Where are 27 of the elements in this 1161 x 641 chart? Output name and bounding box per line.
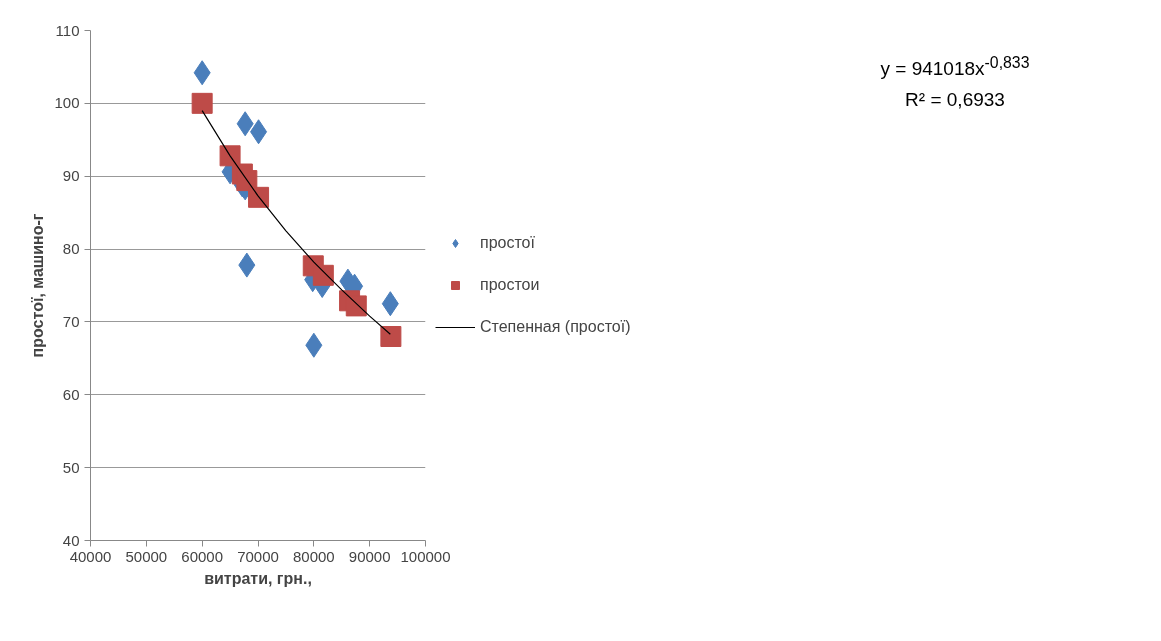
point: [191, 92, 213, 114]
y-tick-label: 60: [62, 385, 80, 403]
y-tick-label: 40: [62, 531, 80, 549]
y-tick-label: 90: [62, 167, 80, 185]
point: [345, 295, 367, 317]
text: y = 941018x$^{-0,833}$: [880, 53, 1030, 82]
y-tick-label: 100: [54, 94, 80, 112]
legend-label: простої: [480, 234, 535, 252]
y-tick-label: 50: [62, 458, 80, 476]
legend-label: Степенная (простої): [480, 318, 631, 336]
x-tick-label: 90000: [348, 547, 391, 565]
x-tick-label: 60000: [181, 547, 224, 565]
x-tick-label: 70000: [237, 547, 279, 565]
y-axis-title: простої, машино-г: [29, 213, 47, 358]
point: [312, 264, 334, 286]
legend-label: простои: [480, 276, 540, 294]
x-tick-label: 40000: [69, 547, 112, 565]
y-tick-label: 80: [62, 240, 80, 258]
x-tick-label: 80000: [292, 547, 335, 565]
y-tick-label: 110: [55, 21, 80, 39]
y-tick-label: 70: [62, 312, 80, 330]
x-tick-label: 100000: [400, 547, 451, 565]
point: [380, 326, 402, 347]
text: R² = 0,6933: [904, 87, 1006, 112]
x-axis-title: витрати, грн.,: [204, 569, 312, 587]
x-tick-label: 50000: [125, 547, 168, 565]
point: [248, 186, 270, 208]
